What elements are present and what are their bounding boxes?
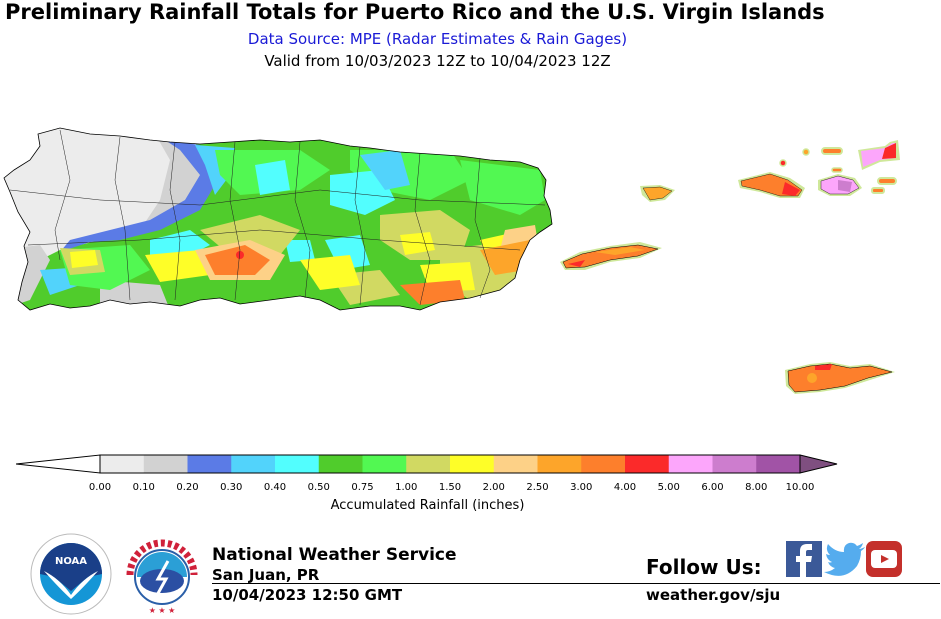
colorbar-tick: 1.50: [438, 482, 462, 493]
colorbar-tick: 10.00: [785, 482, 815, 493]
facebook-icon[interactable]: [786, 541, 822, 577]
colorbar-segment: [143, 455, 188, 473]
colorbar-segment: [493, 455, 538, 473]
colorbar-segment: [625, 455, 670, 473]
municipal-boundaries: [9, 129, 546, 306]
colorbar-tick: 4.00: [613, 482, 637, 493]
map-title: Preliminary Rainfall Totals for Puerto R…: [5, 0, 825, 24]
agency-name: National Weather Service: [212, 545, 457, 565]
colorbar-tick: 2.00: [482, 482, 505, 493]
colorbar-tick: 0.30: [220, 482, 243, 493]
colorbar-segment: [756, 455, 801, 473]
website-link[interactable]: weather.gov/sju: [646, 586, 781, 604]
colorbar-segment: [712, 455, 757, 473]
colorbar-tick: 0.20: [176, 482, 199, 493]
colorbar-segment: [581, 455, 626, 473]
colorbar-tick: 0.00: [88, 482, 112, 493]
colorbar-tick: 0.75: [351, 482, 374, 493]
colorbar-tick: 8.00: [745, 482, 768, 493]
colorbar-tick: 6.00: [701, 482, 724, 493]
svg-text:★ ★ ★: ★ ★ ★: [149, 606, 176, 615]
colorbar-segment: [318, 455, 363, 473]
rainfall-map: [3, 127, 900, 394]
puerto-rico: [4, 128, 552, 310]
colorbar-segment: [362, 455, 407, 473]
colorbar-tick: 1.00: [395, 482, 418, 493]
colorbar-label: Accumulated Rainfall (inches): [330, 498, 525, 513]
twitter-icon[interactable]: [824, 541, 866, 577]
colorbar-tick: 0.50: [307, 482, 330, 493]
colorbar-segment: [275, 455, 320, 473]
colorbar-tick: 0.40: [263, 482, 287, 493]
colorbar-segment: [406, 455, 451, 473]
footer-divider: [212, 583, 940, 584]
st-thomas: [738, 172, 805, 198]
office-name: San Juan, PR: [212, 566, 320, 584]
noaa-logo: NOAA: [30, 533, 112, 615]
colorbar-segment: [537, 455, 582, 473]
colorbar-tick: 0.10: [132, 482, 155, 493]
data-source: Data Source: MPE (Radar Estimates & Rain…: [247, 30, 628, 48]
colorbar-segment: [668, 455, 713, 473]
colorbar-ticks: 0.00 0.10 0.20 0.30 0.40 0.50 0.75 1.00 1.50 2.00…: [0, 482, 941, 496]
vieques: [560, 242, 662, 270]
issued-time: 10/04/2023 12:50 GMT: [212, 586, 403, 604]
youtube-icon[interactable]: [866, 541, 902, 577]
colorbar-tick: 2.50: [526, 482, 549, 493]
colorbar-segment: [100, 455, 145, 473]
colorbar-tick: 3.00: [570, 482, 593, 493]
colorbar-segment: [187, 455, 232, 473]
culebra: [640, 185, 675, 202]
st-croix: [785, 362, 895, 394]
colorbar-segment: [450, 455, 495, 473]
svg-text:NOAA: NOAA: [55, 556, 87, 567]
st-john: [818, 174, 862, 196]
valid-period: Valid from 10/03/2023 12Z to 10/04/2023 …: [264, 52, 611, 70]
nws-logo: ★ ★ ★: [122, 535, 202, 615]
bvi: [779, 140, 900, 194]
colorbar-tick: 5.00: [657, 482, 680, 493]
colorbar-segment: [231, 455, 276, 473]
colorbar: [16, 454, 838, 474]
follow-label: Follow Us:: [646, 555, 762, 579]
